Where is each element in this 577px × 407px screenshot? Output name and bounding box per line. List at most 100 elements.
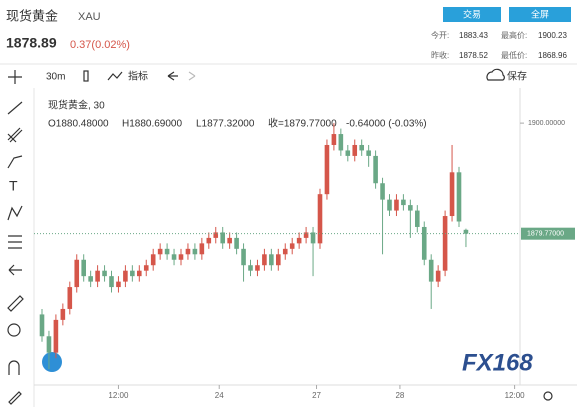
indicator-icon[interactable] bbox=[107, 71, 123, 81]
candle-body bbox=[303, 232, 309, 238]
legend-symbol: 现货黄金, 30 bbox=[48, 99, 105, 112]
candle-body bbox=[137, 270, 142, 277]
price: 1878.89 bbox=[6, 35, 57, 51]
candle-body bbox=[220, 232, 225, 244]
x-tick-label: 27 bbox=[312, 391, 321, 400]
stat-label: 最低价: bbox=[501, 50, 527, 60]
candle-body bbox=[338, 134, 344, 151]
magnet-tool[interactable] bbox=[8, 360, 20, 375]
candle-body bbox=[282, 248, 288, 255]
candle-body bbox=[331, 134, 337, 145]
forecast-tool[interactable] bbox=[8, 235, 22, 249]
candle-body bbox=[289, 243, 295, 249]
fullscreen-button[interactable] bbox=[509, 7, 571, 22]
candle-body bbox=[421, 226, 427, 260]
ruler-tool[interactable] bbox=[7, 295, 24, 312]
candle-body bbox=[39, 314, 45, 337]
candle-body bbox=[310, 232, 316, 244]
candle-body bbox=[227, 237, 232, 244]
candle-body bbox=[157, 248, 163, 255]
trade-button[interactable] bbox=[443, 7, 501, 22]
candle-body bbox=[449, 172, 455, 217]
stat-value: 1878.52 bbox=[459, 51, 488, 60]
last-price-box bbox=[521, 227, 575, 240]
zoom-tool[interactable] bbox=[7, 323, 21, 337]
candle-body bbox=[143, 265, 149, 271]
candle-body bbox=[324, 144, 330, 195]
watermark: FX168 bbox=[462, 349, 533, 376]
stat-value: 1900.23 bbox=[538, 31, 567, 40]
candle-body bbox=[345, 150, 351, 156]
candle-body bbox=[234, 237, 239, 249]
candle-body bbox=[206, 237, 212, 244]
crosshair-tool[interactable] bbox=[8, 70, 22, 84]
candle-body bbox=[401, 199, 406, 206]
candle-body bbox=[74, 259, 80, 288]
candle-body bbox=[380, 183, 385, 200]
price-change: 0.37(0.02%) bbox=[70, 39, 130, 51]
candle-body bbox=[408, 205, 413, 211]
candle-body bbox=[53, 319, 59, 353]
stats: 今开: 1883.43 最高价: 1900.23 昨收: 1878.52 最低价… bbox=[431, 30, 567, 60]
candle-body bbox=[192, 248, 198, 255]
candle-body bbox=[123, 270, 128, 282]
candle-body bbox=[164, 248, 170, 255]
text-tool[interactable]: T bbox=[9, 178, 18, 194]
candle-body bbox=[248, 265, 253, 271]
cloud-icon[interactable] bbox=[486, 68, 505, 81]
candle-body bbox=[150, 254, 156, 266]
instrument-code: XAU bbox=[78, 11, 101, 23]
x-tick-label: 12:00 bbox=[108, 391, 129, 400]
candle-body bbox=[276, 254, 281, 266]
candle-body bbox=[60, 308, 66, 320]
stat-label: 最高价: bbox=[501, 30, 527, 40]
candle-body bbox=[116, 281, 121, 288]
candle-body bbox=[262, 254, 267, 266]
candle-body bbox=[46, 336, 52, 353]
candle-body bbox=[213, 232, 219, 238]
interval-button[interactable]: 30m bbox=[46, 72, 65, 83]
x-tick-label: 28 bbox=[395, 391, 404, 400]
candle-body bbox=[255, 265, 260, 271]
settings-icon[interactable] bbox=[543, 391, 553, 401]
candle-body bbox=[81, 259, 86, 277]
redo-icon[interactable] bbox=[188, 71, 196, 81]
candle-body bbox=[102, 270, 107, 277]
left-toolbar: T bbox=[7, 70, 24, 405]
candle-body bbox=[109, 276, 114, 288]
candle-body bbox=[95, 270, 100, 282]
stat-value: 1868.96 bbox=[538, 51, 567, 60]
instrument-name: 现货黄金 bbox=[6, 8, 58, 23]
candle-body bbox=[435, 270, 441, 282]
candle-body bbox=[317, 194, 323, 244]
legend-close: 收=1879.77000 bbox=[268, 117, 337, 130]
legend-low: L1877.32000 bbox=[196, 119, 255, 130]
pattern-tool[interactable] bbox=[7, 205, 23, 221]
candle-body bbox=[415, 210, 420, 227]
candle-body bbox=[352, 144, 358, 156]
candle-body bbox=[130, 270, 135, 277]
brush-tool[interactable] bbox=[7, 155, 23, 169]
trade-button-label: 交易 bbox=[463, 8, 481, 19]
logo-badge bbox=[42, 352, 62, 372]
indicator-button[interactable]: 指标 bbox=[128, 70, 148, 83]
undo-icon[interactable] bbox=[167, 71, 178, 81]
candle-body bbox=[428, 259, 434, 282]
stat-value: 1883.43 bbox=[459, 31, 488, 40]
back-tool[interactable] bbox=[8, 264, 22, 276]
x-tick-label: 24 bbox=[215, 391, 224, 400]
pitchfork-tool[interactable] bbox=[7, 127, 23, 143]
line-tool[interactable] bbox=[7, 101, 23, 115]
candle-body bbox=[456, 172, 462, 222]
pencil-tool[interactable] bbox=[8, 391, 22, 405]
legend-high: H1880.69000 bbox=[122, 119, 182, 130]
save-button[interactable]: 保存 bbox=[507, 70, 527, 83]
x-tick-label: 12:00 bbox=[505, 391, 526, 400]
candle-body bbox=[296, 237, 302, 244]
candle-body bbox=[67, 287, 73, 309]
candle-body bbox=[359, 144, 364, 151]
candle-body bbox=[366, 150, 371, 156]
chart-type-icon[interactable] bbox=[83, 70, 89, 82]
candle-body bbox=[88, 276, 93, 282]
